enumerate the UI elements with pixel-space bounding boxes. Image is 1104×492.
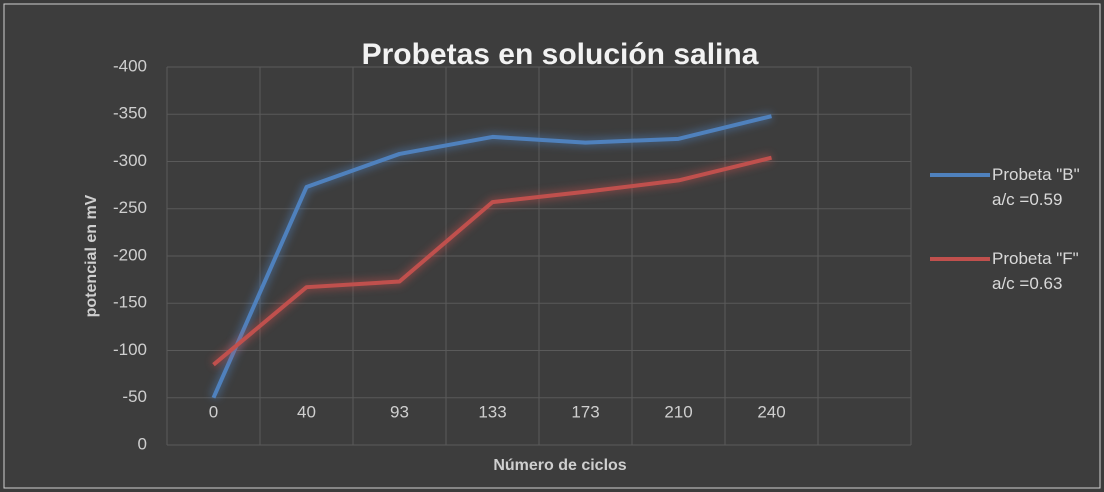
y-axis-label: potencial en mV: [83, 194, 100, 317]
y-tick-label: -350: [113, 104, 147, 123]
y-tick-label: -300: [113, 151, 147, 170]
x-tick-label: 40: [297, 402, 316, 421]
y-tick-label: -250: [113, 198, 147, 217]
legend-label: Probeta "B" a/c =0.59: [992, 165, 1080, 209]
x-tick-label: 93: [390, 402, 409, 421]
y-tick-label: -100: [113, 340, 147, 359]
series-line: [211, 114, 772, 399]
y-tick-label: -150: [113, 293, 147, 312]
x-tick-label: 240: [757, 402, 785, 421]
y-tick-label: -200: [113, 245, 147, 264]
y-tick-label: 0: [138, 434, 147, 453]
chart-title: Probetas en solución salina: [362, 38, 759, 71]
x-tick-label: 0: [209, 402, 218, 421]
legend-label: Probeta "F" a/c =0.63: [992, 249, 1079, 293]
x-axis-label: Número de ciclos: [493, 457, 626, 474]
x-tick-label: 133: [478, 402, 506, 421]
x-tick-label: 173: [571, 402, 599, 421]
x-tick-label: 210: [664, 402, 692, 421]
y-tick-label: -400: [113, 56, 147, 75]
chart-frame: [3, 3, 1101, 489]
series-line: [212, 155, 772, 367]
y-tick-label: -50: [122, 387, 147, 406]
